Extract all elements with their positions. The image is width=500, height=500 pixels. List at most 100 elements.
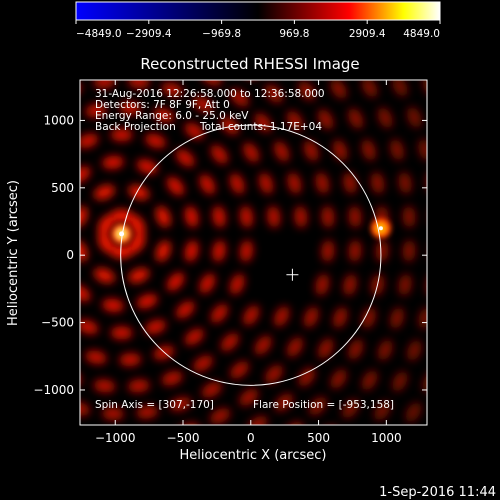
heatmap-blob bbox=[330, 80, 347, 99]
heatmap-blob bbox=[110, 245, 133, 259]
heatmap-blob bbox=[127, 379, 150, 393]
heatmap-blob bbox=[273, 306, 290, 327]
heatmap-blob bbox=[317, 109, 334, 130]
heatmap-blob bbox=[390, 307, 405, 329]
bright-source-peak bbox=[119, 231, 125, 237]
y-tick-label: −500 bbox=[41, 316, 74, 330]
heatmap-blob bbox=[248, 415, 268, 425]
heatmap-blob bbox=[315, 273, 330, 296]
heatmap-blob bbox=[101, 298, 124, 312]
colorbar bbox=[75, 1, 441, 21]
heatmap-blob bbox=[80, 402, 90, 416]
heatmap-blob bbox=[332, 306, 348, 329]
heatmap-blob bbox=[375, 239, 389, 262]
heatmap-blob bbox=[406, 339, 422, 361]
heatmap-blob bbox=[110, 209, 133, 223]
annotation-time-range: 31-Aug-2016 12:26:58.000 to 12:36:58.000 bbox=[95, 88, 325, 100]
heatmap-blob bbox=[201, 80, 222, 86]
heatmap-blob bbox=[119, 353, 142, 367]
heatmap-blob bbox=[201, 381, 222, 398]
heatmap-blob bbox=[287, 172, 302, 194]
heatmap-blob bbox=[129, 214, 146, 235]
heatmap-blob bbox=[199, 273, 216, 294]
plot-background bbox=[80, 80, 427, 425]
heatmap-blob bbox=[80, 166, 91, 183]
heatmap-blob bbox=[136, 294, 158, 309]
colorbar-tick-label: 4849.0 bbox=[403, 28, 440, 40]
heatmap-blob bbox=[144, 133, 167, 149]
colorbar-tick-label: −969.8 bbox=[202, 28, 241, 40]
colorbar-tick-label: 969.8 bbox=[279, 28, 309, 40]
x-axis-label: Heliocentric X (arcsec) bbox=[180, 448, 327, 463]
heatmap-blob bbox=[128, 184, 150, 200]
heatmap-blob bbox=[330, 369, 347, 389]
heatmap-blob bbox=[220, 116, 239, 135]
heatmap-blob bbox=[193, 355, 213, 372]
heatmap-blob bbox=[119, 101, 142, 115]
heatmap-blob bbox=[98, 232, 114, 253]
y-tick-label: 500 bbox=[51, 181, 74, 195]
heatmap-blob bbox=[361, 370, 378, 391]
heatmap-blob bbox=[332, 139, 348, 161]
plot-frame bbox=[79, 79, 428, 426]
annotation-energy-range: Energy Range: 6.0 - 25.0 keV bbox=[95, 110, 249, 122]
heatmap-blob bbox=[184, 328, 205, 346]
heatmap-blob bbox=[265, 84, 283, 103]
heatmap-blob bbox=[315, 172, 330, 194]
heatmap-blob bbox=[392, 80, 408, 97]
heatmap-blob bbox=[265, 364, 283, 384]
heatmap-blob bbox=[155, 240, 171, 262]
heatmap-blob bbox=[243, 305, 260, 326]
heatmap-blob bbox=[298, 367, 316, 387]
heatmap-blob bbox=[286, 337, 304, 357]
heatmap-blob bbox=[398, 172, 412, 194]
heatmap-blob bbox=[422, 371, 427, 393]
heatmap-blob bbox=[110, 128, 133, 142]
colorbar-tick-label: −2909.4 bbox=[126, 28, 172, 40]
heatmap-blob bbox=[298, 81, 316, 101]
y-tick-label: −1000 bbox=[33, 383, 74, 397]
heatmap-blob bbox=[348, 240, 362, 262]
heatmap-blob bbox=[374, 400, 391, 421]
colorbar-ticks: −4849.0 −2909.4 −969.8 969.8 2909.4 4849.0 bbox=[75, 20, 441, 40]
heatmap-blob bbox=[361, 307, 376, 329]
heatmap-blob bbox=[402, 239, 416, 262]
heatmap-blob bbox=[392, 371, 408, 392]
heatmap-blob bbox=[348, 339, 364, 360]
footer-timestamp: 1-Sep-2016 11:44 bbox=[379, 485, 496, 500]
heatmap-blob bbox=[321, 205, 335, 228]
heatmap-blob bbox=[212, 205, 226, 228]
bright-source-peak bbox=[378, 226, 383, 231]
heatmap-blob bbox=[342, 399, 359, 419]
x-tick-label: 0 bbox=[247, 431, 255, 445]
heatmap-blob bbox=[210, 144, 228, 164]
heatmap-blob bbox=[80, 319, 99, 335]
flare-position-text: Flare Position = [-953,158] bbox=[253, 399, 394, 411]
heatmap-blob bbox=[317, 338, 334, 359]
heatmap-blob bbox=[406, 106, 422, 128]
heatmap-blob bbox=[175, 149, 195, 167]
y-tick-label: 0 bbox=[66, 248, 74, 262]
heatmap-blob bbox=[343, 172, 357, 194]
heatmap-blob bbox=[161, 82, 183, 97]
heatmap-blob bbox=[209, 408, 231, 424]
y-tick-label: 1000 bbox=[43, 113, 74, 127]
heatmap-blob bbox=[254, 335, 272, 355]
heatmap-blob bbox=[85, 103, 107, 118]
heatmap-blob bbox=[348, 205, 362, 228]
x-axis-ticks: −1000 −500 0 500 1000 bbox=[95, 80, 402, 445]
y-axis-ticks: −1000 −500 0 500 1000 bbox=[33, 113, 427, 397]
heatmap-blob bbox=[348, 108, 364, 129]
heatmap-blob bbox=[184, 122, 205, 140]
heatmap-blob bbox=[239, 240, 254, 262]
heatmap-blob bbox=[398, 273, 412, 296]
x-tick-label: −500 bbox=[167, 431, 200, 445]
heatmap-blob bbox=[273, 141, 290, 162]
heatmap-blob bbox=[166, 176, 185, 196]
heatmap-blob bbox=[169, 396, 192, 412]
heatmap-blob bbox=[93, 184, 115, 200]
heatmap-blob bbox=[153, 108, 175, 123]
heatmap-blob bbox=[258, 172, 274, 194]
heatmap-blob bbox=[377, 339, 393, 361]
